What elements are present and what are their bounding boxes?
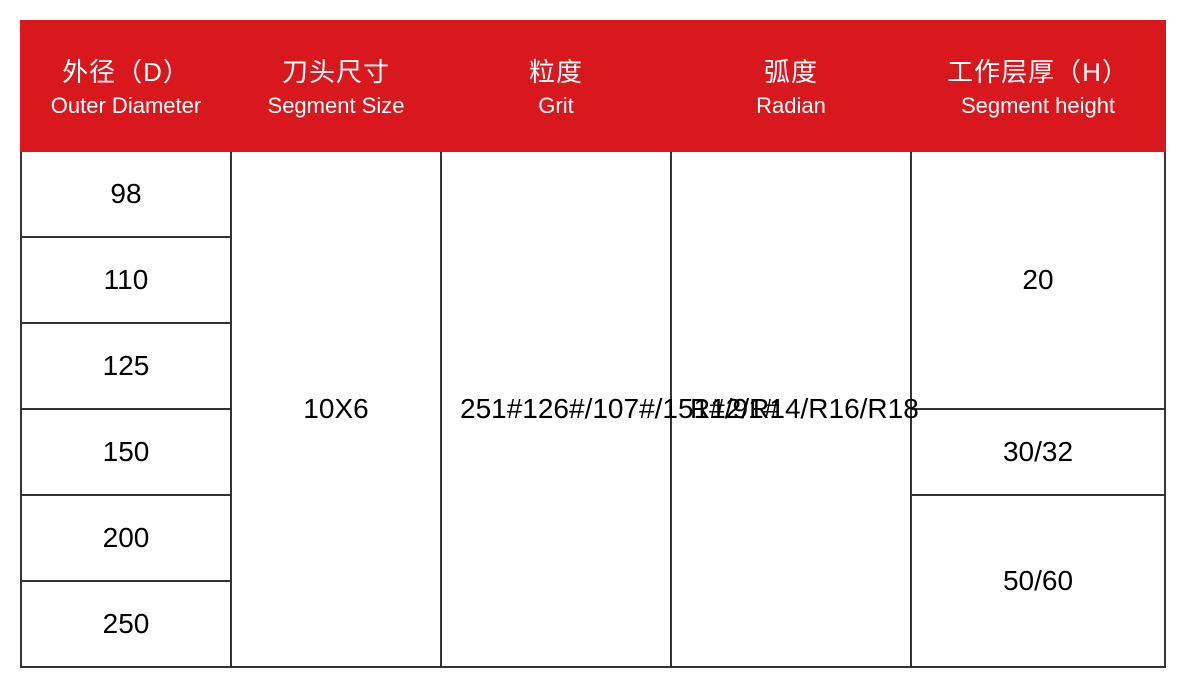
col-header-radian: 弧度 Radian bbox=[671, 21, 911, 151]
header-cn: 刀头尺寸 bbox=[240, 52, 432, 89]
cell-diameter: 98 bbox=[21, 151, 231, 237]
header-cn: 外径（D） bbox=[30, 52, 222, 89]
header-en: Segment height bbox=[920, 93, 1156, 119]
cell-segment-height: 20 bbox=[911, 151, 1165, 409]
header-en: Radian bbox=[680, 93, 902, 119]
cell-segment-height: 30/32 bbox=[911, 409, 1165, 495]
header-en: Outer Diameter bbox=[30, 93, 222, 119]
table-row: 98 10X6 251#126#/107#/151#/91# R12/R14/R… bbox=[21, 151, 1165, 237]
cell-diameter: 250 bbox=[21, 581, 231, 667]
cell-diameter: 150 bbox=[21, 409, 231, 495]
col-header-segment-size: 刀头尺寸 Segment Size bbox=[231, 21, 441, 151]
cell-grit: 251#126#/107#/151#/91# bbox=[441, 151, 671, 667]
header-cn: 工作层厚（H） bbox=[920, 52, 1156, 89]
col-header-segment-height: 工作层厚（H） Segment height bbox=[911, 21, 1165, 151]
header-cn: 粒度 bbox=[450, 52, 662, 89]
spec-table: 外径（D） Outer Diameter 刀头尺寸 Segment Size 粒… bbox=[20, 20, 1166, 668]
cell-radian: R12/R14/R16/R18 bbox=[671, 151, 911, 667]
header-cn: 弧度 bbox=[680, 52, 902, 89]
cell-segment-height: 50/60 bbox=[911, 495, 1165, 667]
cell-diameter: 200 bbox=[21, 495, 231, 581]
header-row: 外径（D） Outer Diameter 刀头尺寸 Segment Size 粒… bbox=[21, 21, 1165, 151]
cell-diameter: 125 bbox=[21, 323, 231, 409]
cell-diameter: 110 bbox=[21, 237, 231, 323]
header-en: Grit bbox=[450, 93, 662, 119]
cell-segment-size: 10X6 bbox=[231, 151, 441, 667]
col-header-grit: 粒度 Grit bbox=[441, 21, 671, 151]
col-header-outer-diameter: 外径（D） Outer Diameter bbox=[21, 21, 231, 151]
header-en: Segment Size bbox=[240, 93, 432, 119]
